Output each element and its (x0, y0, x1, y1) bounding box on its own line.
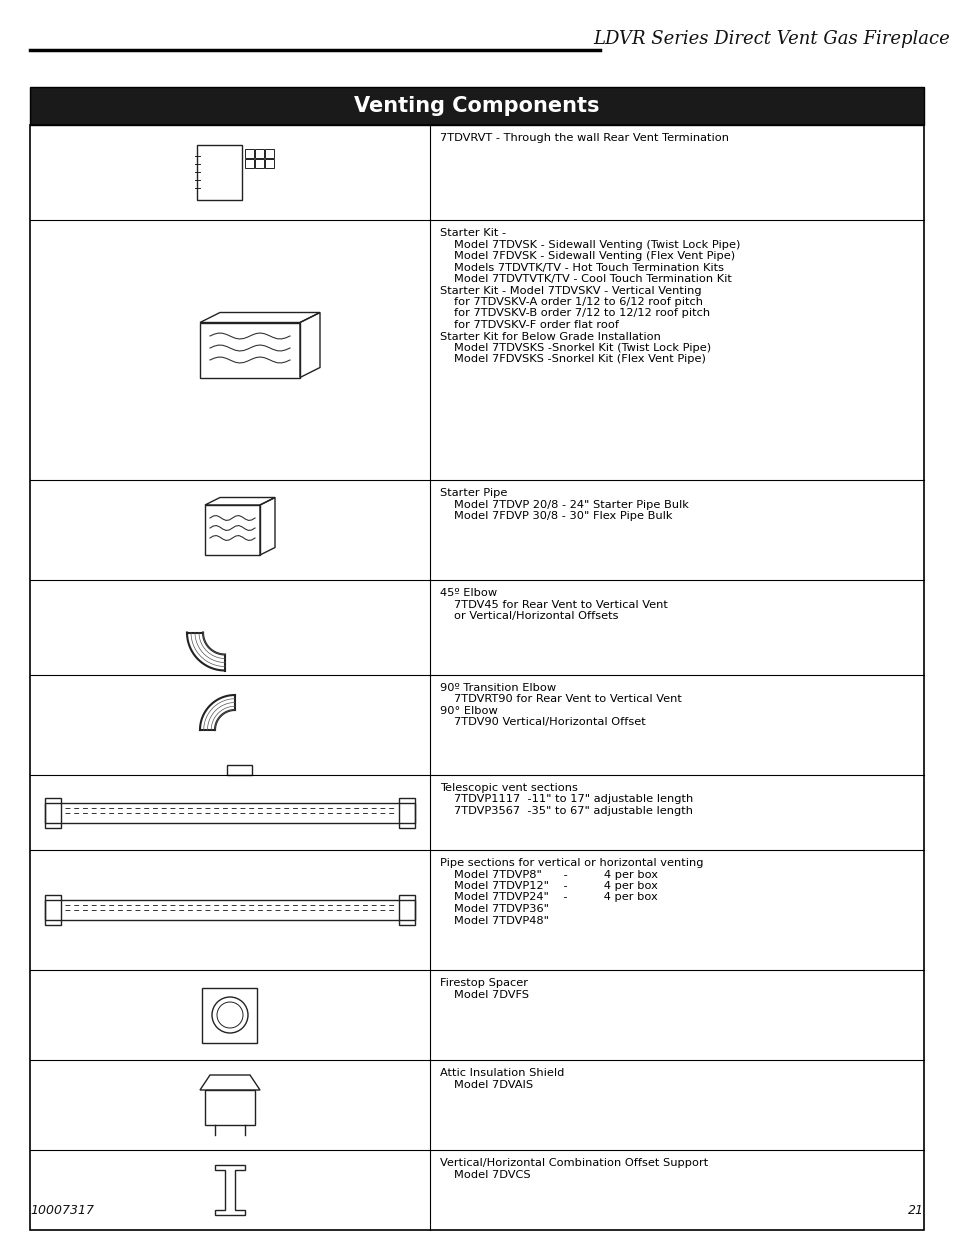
Text: Model 7TDVTVTK/TV - Cool Touch Termination Kit: Model 7TDVTVTK/TV - Cool Touch Terminati… (454, 274, 731, 284)
Text: Starter Kit -: Starter Kit - (439, 228, 506, 238)
Text: 7TDV45 for Rear Vent to Vertical Vent: 7TDV45 for Rear Vent to Vertical Vent (454, 599, 667, 610)
Text: Models 7TDVTK/TV - Hot Touch Termination Kits: Models 7TDVTK/TV - Hot Touch Termination… (454, 263, 723, 273)
Text: Firestop Spacer: Firestop Spacer (439, 978, 527, 988)
Text: Model 7FDVSK - Sidewall Venting (Flex Vent Pipe): Model 7FDVSK - Sidewall Venting (Flex Ve… (454, 251, 735, 261)
Text: LDVR Series Direct Vent Gas Fireplace: LDVR Series Direct Vent Gas Fireplace (593, 30, 949, 48)
Text: Model 7TDVSK - Sidewall Venting (Twist Lock Pipe): Model 7TDVSK - Sidewall Venting (Twist L… (454, 240, 740, 249)
Text: 45º Elbow: 45º Elbow (439, 588, 497, 598)
FancyBboxPatch shape (30, 86, 923, 125)
Text: Model 7FDVSKS -Snorkel Kit (Flex Vent Pipe): Model 7FDVSKS -Snorkel Kit (Flex Vent Pi… (454, 354, 705, 364)
Bar (45, 803, 415, 823)
Bar (30, 125, 923, 1230)
Text: Model 7DVCS: Model 7DVCS (454, 1170, 530, 1179)
Bar (45, 895, 61, 925)
Bar (45, 798, 61, 827)
Text: Model 7DVFS: Model 7DVFS (454, 989, 529, 999)
Bar (265, 158, 274, 168)
Text: Venting Components: Venting Components (354, 96, 599, 116)
Text: Model 7TDVP48": Model 7TDVP48" (454, 915, 548, 925)
Text: Starter Pipe: Starter Pipe (439, 488, 507, 498)
Text: 7TDVRT90 for Rear Vent to Vertical Vent: 7TDVRT90 for Rear Vent to Vertical Vent (454, 694, 681, 704)
Text: 7TDVRVT - Through the wall Rear Vent Termination: 7TDVRVT - Through the wall Rear Vent Ter… (439, 133, 728, 143)
Bar (202, 988, 257, 1042)
Text: 21: 21 (907, 1204, 923, 1216)
Text: Pipe sections for vertical or horizontal venting: Pipe sections for vertical or horizontal… (439, 858, 702, 868)
Bar (245, 148, 253, 158)
Bar (197, 144, 242, 200)
Text: Model 7FDVP 30/8 - 30" Flex Pipe Bulk: Model 7FDVP 30/8 - 30" Flex Pipe Bulk (454, 511, 672, 521)
Bar (45, 900, 415, 920)
Text: for 7TDVSKV-F order flat roof: for 7TDVSKV-F order flat roof (454, 320, 618, 330)
Bar (398, 798, 415, 827)
Text: Model 7TDVP8"      -          4 per box: Model 7TDVP8" - 4 per box (454, 869, 658, 879)
Text: 7TDVP3567  -35" to 67" adjustable length: 7TDVP3567 -35" to 67" adjustable length (454, 806, 692, 816)
Bar (265, 148, 274, 158)
Text: Telescopic vent sections: Telescopic vent sections (439, 783, 578, 793)
Bar (398, 895, 415, 925)
Text: 7TDVP1117  -11" to 17" adjustable length: 7TDVP1117 -11" to 17" adjustable length (454, 794, 693, 804)
Text: 7TDV90 Vertical/Horizontal Offset: 7TDV90 Vertical/Horizontal Offset (454, 718, 645, 727)
Text: Model 7TDVSKS -Snorkel Kit (Twist Lock Pipe): Model 7TDVSKS -Snorkel Kit (Twist Lock P… (454, 343, 710, 353)
Bar (254, 158, 264, 168)
Text: Model 7TDVP12"    -          4 per box: Model 7TDVP12" - 4 per box (454, 881, 658, 890)
Text: 10007317: 10007317 (30, 1204, 94, 1216)
Text: Model 7DVAIS: Model 7DVAIS (454, 1079, 533, 1089)
Text: for 7TDVSKV-B order 7/12 to 12/12 roof pitch: for 7TDVSKV-B order 7/12 to 12/12 roof p… (454, 309, 709, 319)
Text: Starter Kit - Model 7TDVSKV - Vertical Venting: Starter Kit - Model 7TDVSKV - Vertical V… (439, 285, 700, 295)
Text: Model 7TDVP36": Model 7TDVP36" (454, 904, 548, 914)
Text: Vertical/Horizontal Combination Offset Support: Vertical/Horizontal Combination Offset S… (439, 1158, 707, 1168)
Bar (254, 148, 264, 158)
Text: or Vertical/Horizontal Offsets: or Vertical/Horizontal Offsets (454, 611, 618, 621)
Text: Starter Kit for Below Grade Installation: Starter Kit for Below Grade Installation (439, 331, 660, 342)
Text: for 7TDVSKV-A order 1/12 to 6/12 roof pitch: for 7TDVSKV-A order 1/12 to 6/12 roof pi… (454, 296, 702, 308)
Text: Model 7TDVP24"    -          4 per box: Model 7TDVP24" - 4 per box (454, 893, 657, 903)
Text: Model 7TDVP 20/8 - 24" Starter Pipe Bulk: Model 7TDVP 20/8 - 24" Starter Pipe Bulk (454, 499, 688, 510)
Bar (245, 158, 253, 168)
Bar (227, 764, 253, 776)
Text: 90° Elbow: 90° Elbow (439, 706, 497, 716)
Text: 90º Transition Elbow: 90º Transition Elbow (439, 683, 556, 693)
Text: Attic Insulation Shield: Attic Insulation Shield (439, 1068, 564, 1078)
